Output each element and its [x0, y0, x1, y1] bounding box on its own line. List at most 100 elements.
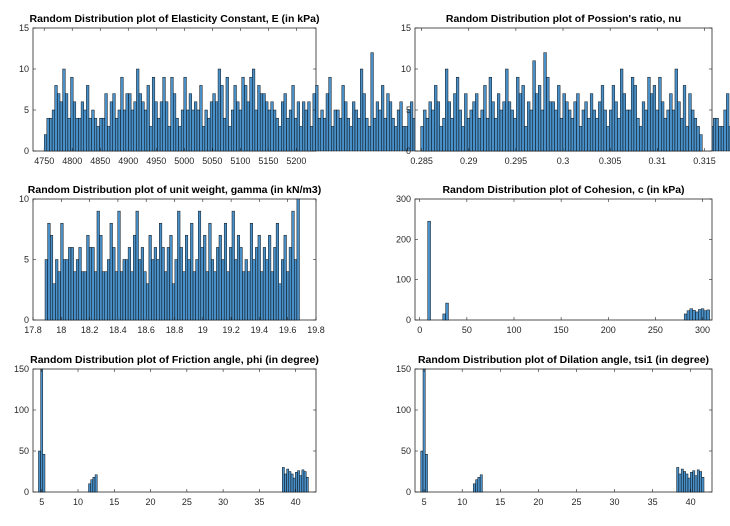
histogram-bar — [336, 109, 340, 152]
x-tick-label: 18.6 — [137, 325, 155, 335]
histogram-bar — [52, 283, 56, 321]
chart-title: Random Distribution plot of Possion's ra… — [446, 13, 681, 25]
histogram-bar — [156, 259, 160, 321]
y-tick-label: 0 — [24, 315, 29, 325]
histogram-bar — [213, 271, 217, 321]
y-tick-label: 10 — [401, 64, 411, 74]
histogram-bar — [548, 101, 553, 152]
histogram-bar — [362, 93, 366, 152]
histogram-bar — [381, 85, 385, 152]
histogram-bar — [611, 85, 616, 152]
histogram-bar — [262, 247, 266, 321]
x-tick-label: 250 — [648, 325, 663, 335]
x-tick-label: 5050 — [202, 156, 222, 166]
histogram-bar — [696, 126, 700, 152]
histogram-bar — [706, 309, 710, 321]
histogram-bar — [628, 109, 632, 152]
y-tick-label: 10 — [19, 64, 29, 74]
histogram-bar — [445, 68, 449, 152]
histogram-bar — [146, 85, 150, 152]
histogram-bar — [338, 117, 343, 152]
histogram-bar — [680, 468, 684, 493]
histogram-bar — [282, 467, 285, 493]
histogram-bar — [194, 101, 198, 152]
histogram-bar — [445, 302, 449, 321]
histogram-bar — [151, 76, 156, 152]
histogram-bar — [453, 93, 457, 152]
histogram-bar — [70, 247, 74, 321]
histogram-bar — [164, 271, 168, 321]
histogram-bar — [304, 109, 308, 152]
chart-panel-3: Random Distribution plot of unit weight,… — [19, 184, 325, 335]
histogram-bar — [691, 109, 695, 152]
histogram-bar — [532, 60, 536, 152]
histogram-bar — [354, 109, 358, 152]
histogram-bar — [275, 222, 279, 321]
histogram-bar — [529, 109, 533, 152]
histogram-bar — [257, 235, 261, 321]
histogram-bar — [190, 222, 194, 321]
histogram-bar — [378, 109, 382, 152]
histogram-bar — [92, 477, 96, 493]
histogram-bar — [72, 101, 77, 152]
x-tick-label: 18.2 — [81, 325, 99, 335]
histogram-bar — [177, 210, 181, 321]
histogram-bar — [521, 85, 525, 152]
histogram-bar — [538, 85, 542, 152]
histogram-bar — [477, 117, 482, 152]
histogram-bar — [678, 473, 682, 493]
histogram-bar — [200, 247, 204, 321]
histogram-bar — [88, 247, 92, 321]
chart-panel-6: Random Distribution plot of Dilation ang… — [396, 354, 713, 507]
x-tick-label: 0.315 — [693, 156, 716, 166]
histogram-bar — [703, 310, 708, 321]
histogram-bar — [507, 101, 512, 152]
histogram-bar — [473, 483, 476, 493]
histogram-bar — [434, 85, 438, 152]
histogram-bar — [693, 117, 698, 152]
histogram-bar — [540, 109, 544, 152]
histogram-bar — [617, 117, 621, 152]
histogram-bar — [62, 259, 67, 321]
x-tick-label: 25 — [571, 497, 581, 507]
histogram-bar — [317, 117, 321, 152]
histogram-bar — [431, 109, 435, 152]
histogram-bar — [516, 76, 520, 152]
histogram-bar — [425, 117, 430, 152]
histogram-bar — [436, 101, 441, 152]
histogram-bar — [143, 271, 147, 321]
histogram-bar — [267, 109, 271, 152]
histogram-bar — [685, 126, 689, 152]
histogram-bar — [169, 235, 173, 321]
histogram-bar — [57, 271, 61, 321]
histogram-bar — [303, 471, 307, 493]
histogram-bar — [107, 259, 111, 321]
histogram-bar — [386, 93, 390, 152]
chart-title: Random Distribution plot of Elasticity C… — [30, 13, 320, 25]
histogram-bar — [598, 101, 602, 152]
x-tick-label: 15 — [495, 497, 505, 507]
histogram-bar — [265, 101, 269, 152]
histogram-bar — [125, 93, 129, 152]
chart-title: Random Distribution plot of unit weight,… — [28, 184, 321, 196]
histogram-bar — [117, 210, 121, 321]
histogram-bar — [344, 101, 348, 152]
chart-panel-4: Random Distribution plot of Cohesion, c … — [396, 184, 713, 335]
histogram-bar — [499, 109, 503, 152]
histogram-bar — [67, 117, 71, 152]
histogram-bar — [296, 198, 300, 321]
histogram-bar — [86, 85, 90, 152]
histogram-bar — [502, 101, 506, 152]
histogram-bar — [423, 109, 427, 152]
histogram-bar — [622, 93, 626, 152]
histogram-bar — [723, 109, 727, 152]
histogram-bar — [122, 259, 126, 321]
histogram-bar — [94, 271, 98, 321]
histogram-bar — [701, 477, 705, 493]
histogram-bar — [216, 247, 220, 321]
histogram-bar — [49, 117, 53, 152]
x-tick-label: 5100 — [230, 156, 250, 166]
histogram-bar — [217, 68, 221, 152]
histogram-bar — [107, 126, 111, 152]
histogram-bar — [633, 85, 637, 152]
